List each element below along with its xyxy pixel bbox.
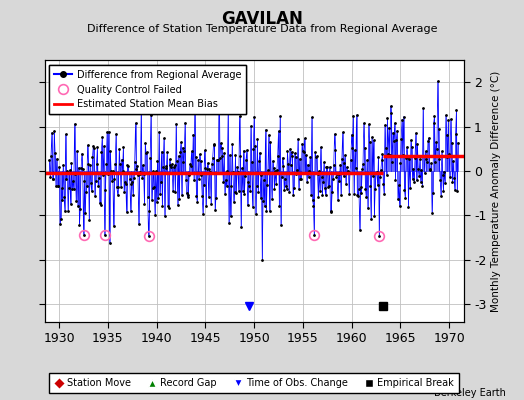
Text: Difference of Station Temperature Data from Regional Average: Difference of Station Temperature Data f… [87,24,437,34]
Text: Berkeley Earth: Berkeley Earth [434,388,506,398]
Legend: Difference from Regional Average, Quality Control Failed, Estimated Station Mean: Difference from Regional Average, Qualit… [49,65,246,114]
Text: GAVILAN: GAVILAN [221,10,303,28]
Y-axis label: Monthly Temperature Anomaly Difference (°C): Monthly Temperature Anomaly Difference (… [490,70,501,312]
Legend: Station Move, Record Gap, Time of Obs. Change, Empirical Break: Station Move, Record Gap, Time of Obs. C… [49,374,459,393]
